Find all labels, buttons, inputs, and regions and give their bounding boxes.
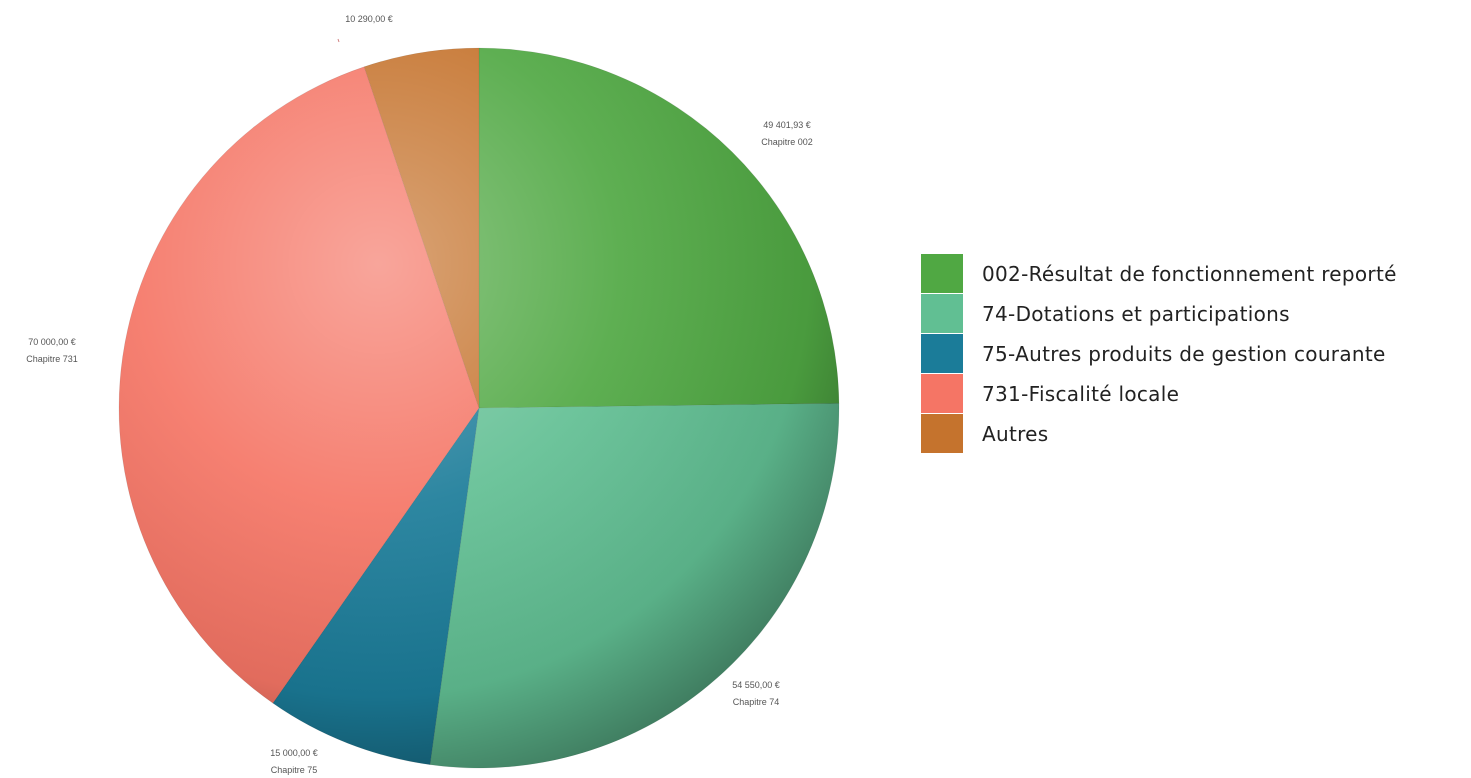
legend: 002-Résultat de fonctionnement reporté 74…	[921, 254, 1397, 453]
legend-label[interactable]: 75-Autres produits de gestion courante	[982, 342, 1386, 366]
slice-chapter-label: Chapitre 731	[26, 354, 78, 364]
legend-label[interactable]: Autres	[982, 422, 1049, 446]
legend-swatch	[921, 294, 963, 333]
slice-value-label: 49 401,93 €	[763, 120, 811, 130]
legend-label[interactable]: 74-Dotations et participations	[982, 302, 1290, 326]
legend-label[interactable]: 731-Fiscalité locale	[982, 382, 1179, 406]
legend-swatch	[921, 414, 963, 453]
pie-slice[interactable]	[429, 403, 840, 769]
slice-chapter-label: Chapitre 74	[733, 697, 780, 707]
data-labels: 49 401,93 € Chapitre 002 54 550,00 € Chapit…	[26, 14, 813, 775]
slice-chapter-label: Chapitre 75	[271, 765, 318, 775]
slice-chapter-label: Chapitre 002	[761, 137, 813, 147]
slice-value-label: 15 000,00 €	[270, 748, 318, 758]
label-leader-tick	[337, 38, 340, 43]
legend-label[interactable]: 002-Résultat de fonctionnement reporté	[982, 262, 1397, 286]
pie-slice[interactable]	[478, 47, 840, 409]
legend-swatch	[921, 254, 963, 293]
slice-value-label: 10 290,00 €	[345, 14, 393, 24]
legend-swatch	[921, 334, 963, 373]
slice-value-label: 54 550,00 €	[732, 680, 780, 690]
slice-value-label: 70 000,00 €	[28, 337, 76, 347]
legend-swatch	[921, 374, 963, 413]
pie-slices	[118, 47, 840, 769]
